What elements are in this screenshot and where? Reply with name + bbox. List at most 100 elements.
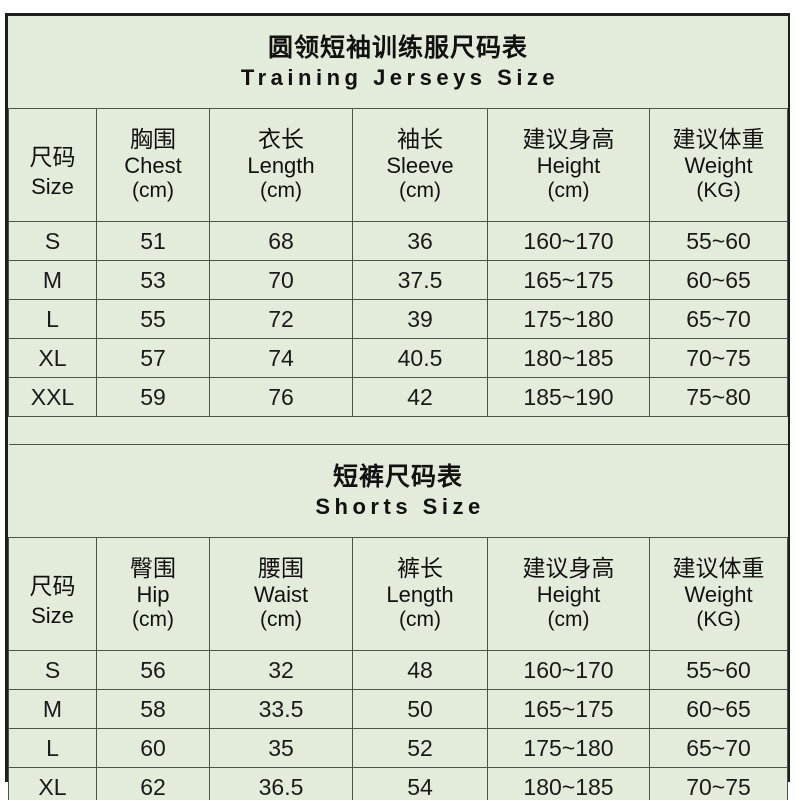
jerseys-header-sleeve: 袖长 Sleeve (cm)	[352, 108, 488, 222]
jerseys-header-weight: 建议体重 Weight (KG)	[648, 108, 789, 222]
shorts-header-height: 建议身高 Height (cm)	[487, 537, 650, 651]
cell-size: S	[8, 221, 97, 261]
cell-length: 68	[209, 221, 353, 261]
cell-sleeve: 40.5	[352, 338, 488, 378]
cell-height: 160~170	[487, 650, 650, 690]
table-separator	[8, 416, 788, 445]
header-cn: 尺码	[29, 573, 76, 600]
jerseys-header-chest: 胸围 Chest (cm)	[96, 108, 210, 222]
cell-weight: 75~80	[648, 377, 789, 417]
cell-chest: 51	[96, 221, 210, 261]
header-cn: 尺码	[29, 144, 76, 171]
cell-weight: 55~60	[648, 221, 789, 261]
shorts-title-en: Shorts Size	[315, 494, 485, 520]
cell-height: 175~180	[487, 299, 650, 339]
cell-size: L	[8, 299, 97, 339]
cell-height: 185~190	[487, 377, 650, 417]
jerseys-header-size: 尺码 Size	[8, 108, 97, 222]
cell-weight: 70~75	[648, 767, 789, 800]
shorts-header-size: 尺码 Size	[8, 537, 97, 651]
header-unit: (cm)	[132, 179, 174, 203]
header-cn: 腰围	[258, 555, 304, 582]
jerseys-title-en: Training Jerseys Size	[240, 65, 560, 91]
cell-sleeve: 42	[352, 377, 488, 417]
cell-length: 74	[209, 338, 353, 378]
table-row: XL 62 36.5 54 180~185 70~75	[8, 767, 789, 800]
header-cn: 建议身高	[522, 126, 615, 153]
cell-height: 180~185	[487, 767, 650, 800]
cell-hip: 56	[96, 650, 210, 690]
header-en: Height	[536, 153, 601, 179]
cell-length: 50	[352, 689, 488, 729]
cell-chest: 53	[96, 260, 210, 300]
cell-waist: 33.5	[209, 689, 353, 729]
shorts-header-hip: 臀围 Hip (cm)	[96, 537, 210, 651]
shorts-title-row: 短裤尺码表 Shorts Size	[8, 444, 788, 538]
cell-length: 48	[352, 650, 488, 690]
header-cn: 衣长	[258, 126, 304, 153]
shorts-title-cell: 短裤尺码表 Shorts Size	[8, 444, 788, 538]
header-cn: 袖长	[397, 126, 443, 153]
header-cn: 裤长	[397, 555, 443, 582]
cell-weight: 60~65	[648, 260, 789, 300]
cell-waist: 36.5	[209, 767, 353, 800]
table-row: S 51 68 36 160~170 55~60	[8, 221, 789, 261]
cell-size: XL	[8, 767, 97, 800]
cell-waist: 32	[209, 650, 353, 690]
size-chart-body: 圆领短袖训练服尺码表 Training Jerseys Size 尺码 Size…	[8, 16, 789, 800]
cell-size: XL	[8, 338, 97, 378]
table-row: XXL 59 76 42 185~190 75~80	[8, 377, 789, 417]
jerseys-header-length: 衣长 Length (cm)	[209, 108, 353, 222]
cell-weight: 65~70	[648, 728, 789, 768]
header-unit: (cm)	[260, 608, 302, 632]
header-unit: (cm)	[132, 608, 174, 632]
header-en: Sleeve	[386, 153, 454, 179]
header-en: Size	[31, 602, 74, 628]
cell-size: M	[8, 260, 97, 300]
jerseys-title-row: 圆领短袖训练服尺码表 Training Jerseys Size	[8, 16, 788, 109]
cell-sleeve: 39	[352, 299, 488, 339]
cell-height: 165~175	[487, 689, 650, 729]
header-cn: 建议身高	[522, 555, 615, 582]
shorts-header-length: 裤长 Length (cm)	[352, 537, 488, 651]
cell-height: 165~175	[487, 260, 650, 300]
header-cn: 建议体重	[672, 126, 765, 153]
table-row: S 56 32 48 160~170 55~60	[8, 650, 789, 690]
cell-height: 175~180	[487, 728, 650, 768]
cell-size: M	[8, 689, 97, 729]
cell-size: S	[8, 650, 97, 690]
cell-hip: 60	[96, 728, 210, 768]
header-unit: (KG)	[696, 179, 741, 203]
cell-length: 72	[209, 299, 353, 339]
cell-hip: 58	[96, 689, 210, 729]
header-unit: (cm)	[547, 608, 590, 632]
cell-hip: 62	[96, 767, 210, 800]
header-unit: (KG)	[696, 608, 741, 632]
cell-weight: 65~70	[648, 299, 789, 339]
table-row: M 58 33.5 50 165~175 60~65	[8, 689, 789, 729]
shorts-header-weight: 建议体重 Weight (KG)	[648, 537, 789, 651]
shorts-header-waist: 腰围 Waist (cm)	[209, 537, 353, 651]
cell-length: 76	[209, 377, 353, 417]
cell-size: L	[8, 728, 97, 768]
shorts-header-row: 尺码 Size 臀围 Hip (cm) 腰围 Waist (cm) 裤长	[8, 537, 789, 651]
cell-chest: 57	[96, 338, 210, 378]
table-separator-row	[8, 416, 788, 445]
cell-sleeve: 36	[352, 221, 488, 261]
cell-waist: 35	[209, 728, 353, 768]
header-en: Length	[386, 582, 454, 608]
table-row: M 53 70 37.5 165~175 60~65	[8, 260, 789, 300]
cell-weight: 70~75	[648, 338, 789, 378]
header-cn: 胸围	[130, 126, 176, 153]
cell-length: 54	[352, 767, 488, 800]
cell-weight: 60~65	[648, 689, 789, 729]
size-chart-frame: 圆领短袖训练服尺码表 Training Jerseys Size 尺码 Size…	[5, 13, 790, 800]
header-unit: (cm)	[399, 179, 441, 203]
header-unit: (cm)	[260, 179, 302, 203]
header-en: Weight	[684, 153, 753, 179]
header-unit: (cm)	[399, 608, 441, 632]
cell-weight: 55~60	[648, 650, 789, 690]
table-row: XL 57 74 40.5 180~185 70~75	[8, 338, 789, 378]
header-en: Chest	[124, 153, 182, 179]
